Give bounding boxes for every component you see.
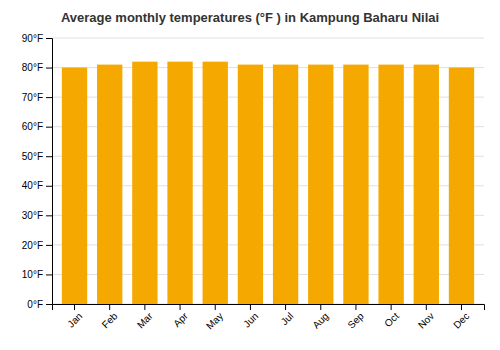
grid (52, 38, 484, 304)
y-tick-label: 80°F (22, 62, 43, 73)
y-tick-label: 60°F (22, 121, 43, 132)
x-tick: Feb (100, 304, 120, 330)
x-tick-mark (320, 304, 321, 310)
x-tick-label: Jul (279, 310, 296, 327)
bar (378, 65, 403, 304)
x-tick-label: Feb (100, 310, 120, 330)
y-tick-label: 20°F (22, 240, 43, 251)
plot-area: Jan Feb Mar Apr May Jun Jul Aug Sep Oct Nov Dec 0°F 1… (22, 33, 485, 332)
x-tick: Jun (241, 304, 260, 330)
y-tick-label: 90°F (22, 33, 43, 44)
y-tick: 50°F (22, 151, 52, 162)
y-tick: 60°F (22, 121, 52, 132)
x-tick: Jan (65, 304, 84, 330)
y-tick-label: 30°F (22, 210, 43, 221)
x-tick-label: Dec (451, 310, 471, 330)
x-tick-mark (180, 304, 181, 310)
y-tick-label: 0°F (27, 299, 43, 310)
x-tick-label: Jan (65, 310, 84, 329)
x-tick-mark (74, 304, 75, 310)
y-tick-label: 70°F (22, 92, 43, 103)
x-axis: Jan Feb Mar Apr May Jun Jul Aug Sep Oct Nov Dec (53, 304, 485, 332)
chart-svg: Jan Feb Mar Apr May Jun Jul Aug Sep Oct Nov Dec 0°F 1… (0, 0, 500, 350)
x-tick: Sep (345, 304, 366, 331)
x-tick-label: Sep (345, 310, 366, 331)
x-tick-mark (109, 304, 110, 310)
x-tick-label: Mar (135, 310, 155, 330)
y-tick-label: 10°F (22, 269, 43, 280)
y-tick-mark (46, 156, 52, 157)
y-tick-mark (46, 38, 52, 39)
x-tick: Aug (310, 304, 330, 331)
y-tick: 10°F (22, 269, 52, 280)
x-tick-mark (355, 304, 356, 310)
chart-title: Average monthly temperatures (°F ) in Ka… (61, 10, 439, 25)
y-tick-mark (46, 68, 52, 69)
chart-container: Jan Feb Mar Apr May Jun Jul Aug Sep Oct Nov Dec 0°F 1… (0, 0, 500, 350)
y-tick: 90°F (22, 33, 52, 44)
y-tick-mark (46, 304, 52, 305)
bar (167, 62, 192, 304)
x-tick-label: Apr (171, 310, 190, 329)
y-axis-line (46, 39, 53, 305)
x-tick: Jul (279, 304, 296, 327)
x-tick-label: Nov (416, 310, 436, 330)
x-tick: May (204, 304, 225, 332)
x-tick-label: Jun (241, 310, 260, 329)
x-tick-mark (215, 304, 216, 310)
bar (449, 68, 474, 304)
x-tick-mark (461, 304, 462, 310)
x-tick: Nov (416, 304, 436, 331)
x-tick: Apr (171, 304, 190, 329)
y-tick-mark (46, 274, 52, 275)
y-axis: 0°F 10°F 20°F 30°F 40°F 50°F 60°F 70°F 80°F 90°F (22, 33, 53, 310)
x-tick-mark (285, 304, 286, 310)
x-axis-line (53, 305, 485, 311)
x-tick: Mar (135, 304, 155, 330)
y-tick-mark (46, 186, 52, 187)
y-tick: 70°F (22, 92, 52, 103)
y-tick: 20°F (22, 240, 52, 251)
y-tick-mark (46, 97, 52, 98)
y-tick-label: 40°F (22, 180, 43, 191)
y-tick-label: 50°F (22, 151, 43, 162)
x-tick-mark (426, 304, 427, 310)
y-tick: 0°F (27, 299, 52, 310)
x-tick: Dec (451, 304, 471, 331)
bar (62, 68, 87, 304)
bar (132, 62, 157, 304)
x-tick-label: Oct (382, 310, 401, 329)
bar (343, 65, 368, 304)
x-tick-label: May (204, 310, 225, 331)
bar (97, 65, 122, 304)
x-tick-mark (250, 304, 251, 310)
y-tick-mark (46, 215, 52, 216)
y-tick: 80°F (22, 62, 52, 73)
bars (62, 62, 474, 304)
grid-line (52, 38, 484, 39)
x-tick-mark (391, 304, 392, 310)
bar (238, 65, 263, 304)
y-tick-mark (46, 127, 52, 128)
y-tick: 40°F (22, 180, 52, 191)
x-tick-label: Aug (310, 310, 330, 330)
y-tick: 30°F (22, 210, 52, 221)
bar (414, 65, 439, 304)
y-tick-mark (46, 245, 52, 246)
bar (203, 62, 228, 304)
bar (308, 65, 333, 304)
x-tick: Oct (382, 304, 401, 329)
bar (273, 65, 298, 304)
x-tick-mark (144, 304, 145, 310)
